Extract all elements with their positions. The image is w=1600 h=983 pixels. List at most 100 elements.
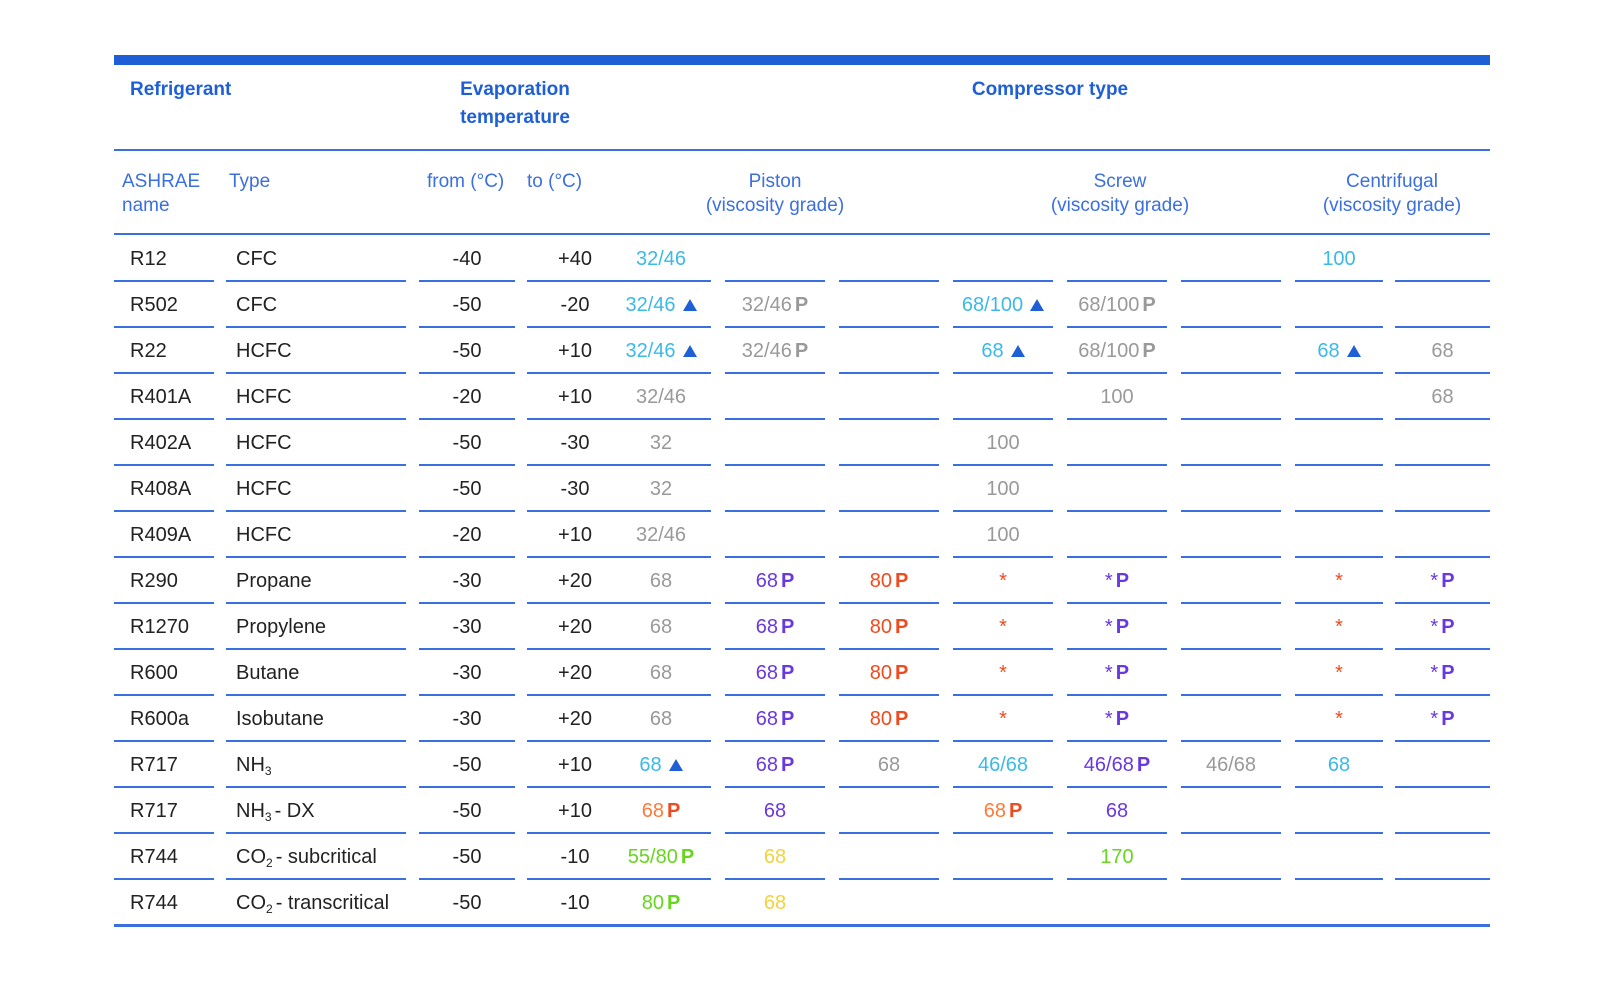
viscosity-value: 32/46 bbox=[741, 294, 792, 316]
screw-2-cell bbox=[1067, 512, 1167, 558]
viscosity-value: 32/46 bbox=[625, 340, 676, 362]
type-cell: NH3- DX bbox=[226, 788, 406, 834]
cell-underline bbox=[1067, 786, 1167, 788]
piston-1-cell: 32/46 bbox=[611, 236, 711, 282]
from-cell: -50 bbox=[452, 846, 482, 868]
centrifugal-1-cell bbox=[1295, 880, 1383, 926]
cell-underline bbox=[114, 510, 214, 512]
cell-underline bbox=[953, 648, 1053, 650]
cell-underline bbox=[839, 372, 939, 374]
triangle-icon bbox=[1010, 345, 1025, 357]
screw-2-cell bbox=[1067, 236, 1167, 282]
cell-underline bbox=[114, 786, 214, 788]
cell-underline bbox=[1067, 694, 1167, 696]
piston-1-cell: 32 bbox=[611, 466, 711, 512]
piston-1-cell: 68 bbox=[611, 558, 711, 604]
cell-underline bbox=[1181, 694, 1281, 696]
type-suffix: - transcritical bbox=[275, 892, 390, 914]
viscosity-value: 68 bbox=[983, 800, 1006, 822]
viscosity-value: 170 bbox=[1100, 846, 1134, 868]
screw-2-cell: 68/100 P bbox=[1067, 282, 1167, 328]
screw-3-cell bbox=[1181, 466, 1281, 512]
cell-underline bbox=[953, 280, 1053, 282]
from-cell: -20 bbox=[452, 386, 482, 408]
p-marker: P bbox=[1441, 708, 1455, 730]
ashrae-name-cell: R401A bbox=[130, 386, 192, 408]
screw-2-cell: * P bbox=[1067, 558, 1167, 604]
ashrae-name-cell: R1270 bbox=[130, 616, 189, 638]
centrifugal-1-cell: * bbox=[1295, 650, 1383, 696]
piston-1-cell: 68 bbox=[611, 742, 711, 788]
screw-1-cell bbox=[953, 834, 1053, 880]
p-marker: P bbox=[1115, 662, 1130, 684]
cell-underline bbox=[1181, 510, 1281, 512]
p-marker: P bbox=[894, 570, 909, 592]
piston-2-cell: 68 P bbox=[725, 604, 825, 650]
centrifugal-1-cell: * bbox=[1295, 558, 1383, 604]
cell-underline bbox=[419, 740, 515, 742]
from-cell: -30 bbox=[452, 616, 482, 638]
to-cell: +10 bbox=[558, 340, 592, 362]
cell-underline bbox=[953, 602, 1053, 604]
ashrae-name-cell: R744 bbox=[130, 846, 178, 868]
to-cell: +10 bbox=[558, 754, 592, 776]
viscosity-value: 68 bbox=[639, 754, 662, 776]
cell-underline bbox=[419, 602, 515, 604]
viscosity-value: * bbox=[1430, 616, 1439, 638]
viscosity-value: * bbox=[999, 662, 1007, 684]
cell-underline bbox=[419, 326, 515, 328]
to-cell: +20 bbox=[558, 662, 592, 684]
screw-3-cell bbox=[1181, 880, 1281, 926]
viscosity-value: 100 bbox=[1100, 386, 1134, 408]
viscosity-value: 68/100 bbox=[961, 294, 1024, 316]
cell-underline bbox=[725, 832, 825, 834]
table-row: R744 CO2- transcritical -50 -10 80 P 68 bbox=[0, 880, 1600, 926]
piston-3-cell: 80 P bbox=[839, 558, 939, 604]
subheader-screw-line2: (viscosity grade) bbox=[1050, 195, 1190, 216]
cell-underline bbox=[527, 878, 623, 880]
centrifugal-2-cell: * P bbox=[1395, 696, 1490, 742]
cell-underline bbox=[611, 786, 711, 788]
cell-underline bbox=[1181, 786, 1281, 788]
cell-underline bbox=[953, 832, 1053, 834]
viscosity-value: 100 bbox=[986, 432, 1020, 454]
piston-1-cell: 68 bbox=[611, 650, 711, 696]
cell-underline bbox=[953, 740, 1053, 742]
ashrae-name-cell: R290 bbox=[130, 570, 178, 592]
piston-1-cell: 32/46 bbox=[611, 512, 711, 558]
to-cell: +10 bbox=[558, 386, 592, 408]
type-cell: CO2- subcritical bbox=[226, 834, 406, 880]
type-cell: NH3 bbox=[226, 742, 406, 788]
cell-underline bbox=[1067, 280, 1167, 282]
screw-3-cell bbox=[1181, 604, 1281, 650]
viscosity-value: * bbox=[1430, 708, 1439, 730]
cell-underline bbox=[114, 648, 214, 650]
cell-underline bbox=[1295, 326, 1383, 328]
cell-underline bbox=[1181, 556, 1281, 558]
centrifugal-1-cell bbox=[1295, 420, 1383, 466]
screw-1-cell bbox=[953, 374, 1053, 420]
cell-underline bbox=[527, 694, 623, 696]
cell-underline bbox=[839, 832, 939, 834]
viscosity-value: 100 bbox=[986, 478, 1020, 500]
p-marker: P bbox=[1142, 294, 1156, 316]
type-subscript: 3 bbox=[264, 764, 272, 778]
centrifugal-2-cell bbox=[1395, 742, 1490, 788]
cell-underline bbox=[1395, 832, 1490, 834]
to-cell: -30 bbox=[560, 432, 590, 454]
cell-underline bbox=[725, 648, 825, 650]
viscosity-value: 32 bbox=[649, 432, 673, 454]
p-marker: P bbox=[794, 340, 809, 362]
type-subscript: 2 bbox=[266, 856, 273, 870]
screw-2-cell: * P bbox=[1067, 696, 1167, 742]
screw-1-cell: 68/100 bbox=[953, 282, 1053, 328]
cell-underline bbox=[1295, 464, 1383, 466]
centrifugal-2-cell: * P bbox=[1395, 650, 1490, 696]
cell-underline bbox=[1067, 556, 1167, 558]
viscosity-value: * bbox=[1430, 570, 1439, 592]
cell-underline bbox=[725, 740, 825, 742]
type-cell: HCFC bbox=[236, 340, 292, 362]
cell-underline bbox=[611, 602, 711, 604]
screw-1-cell bbox=[953, 880, 1053, 926]
viscosity-value: * bbox=[1335, 570, 1343, 592]
